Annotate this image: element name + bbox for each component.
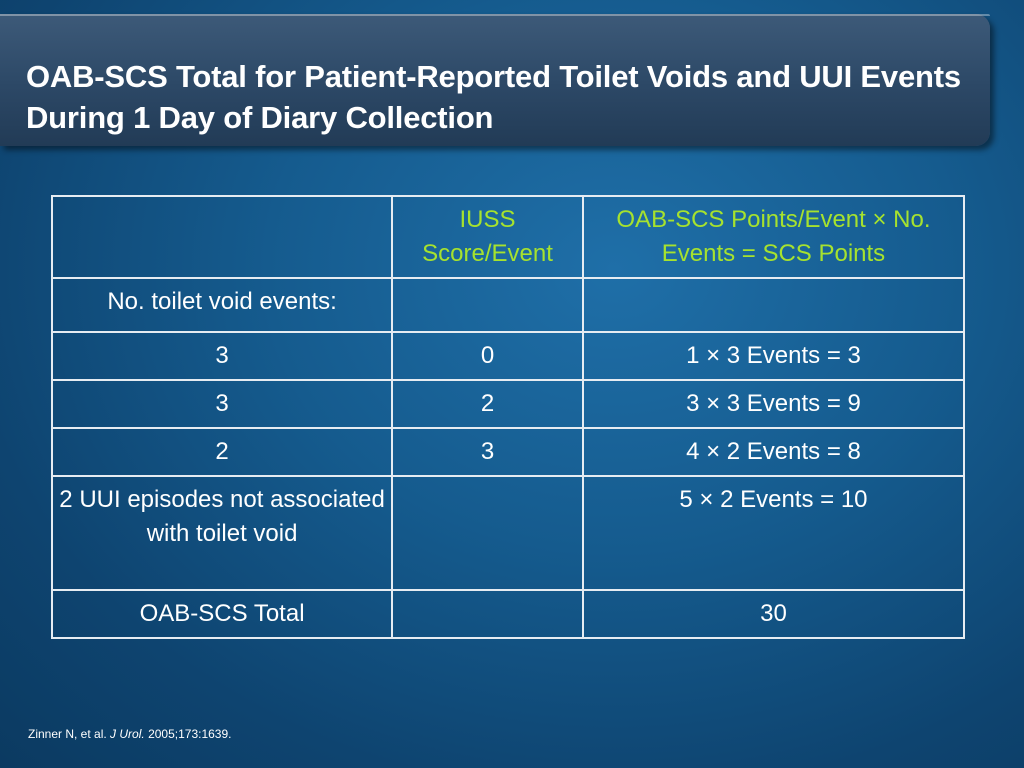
total-value: 30: [581, 589, 966, 639]
table-row: 3 0 1 × 3 Events = 3: [50, 331, 966, 381]
uui-row: 2 UUI episodes not associated with toile…: [50, 475, 966, 591]
citation-journal: J Urol.: [110, 727, 145, 741]
cell-iuss: 3: [391, 427, 584, 477]
cell-points: 1 × 3 Events = 3: [581, 331, 966, 381]
citation-ref: 2005;173:1639.: [148, 727, 232, 741]
cell-points: 4 × 2 Events = 8: [581, 427, 966, 477]
table-header-row: IUSS Score/Event OAB-SCS Points/Event × …: [50, 195, 966, 279]
empty-cell: [581, 277, 966, 333]
cell-events: 2: [50, 427, 394, 477]
slide-title: OAB-SCS Total for Patient-Reported Toile…: [26, 59, 961, 135]
scoring-table: IUSS Score/Event OAB-SCS Points/Event × …: [50, 195, 966, 639]
uui-points: 5 × 2 Events = 10: [581, 475, 966, 591]
header-iuss-score: IUSS Score/Event: [391, 195, 584, 279]
section-label-toilet-void: No. toilet void events:: [50, 277, 394, 333]
header-oab-scs-points: OAB-SCS Points/Event × No. Events = SCS …: [581, 195, 966, 279]
title-bar: OAB-SCS Total for Patient-Reported Toile…: [0, 14, 990, 146]
citation-authors: Zinner N, et al.: [28, 727, 107, 741]
citation: Zinner N, et al. J Urol. 2005;173:1639.: [28, 727, 231, 741]
header-empty-cell: [50, 195, 394, 279]
empty-cell: [391, 277, 584, 333]
total-iuss: [391, 589, 584, 639]
uui-label: 2 UUI episodes not associated with toile…: [50, 475, 394, 591]
table-row: 3 2 3 × 3 Events = 9: [50, 379, 966, 429]
cell-events: 3: [50, 379, 394, 429]
cell-iuss: 2: [391, 379, 584, 429]
uui-iuss: [391, 475, 584, 591]
total-row: OAB-SCS Total 30: [50, 589, 966, 639]
section-row-toilet-void: No. toilet void events:: [50, 277, 966, 333]
total-label: OAB-SCS Total: [50, 589, 394, 639]
cell-events: 3: [50, 331, 394, 381]
cell-points: 3 × 3 Events = 9: [581, 379, 966, 429]
cell-iuss: 0: [391, 331, 584, 381]
table-row: 2 3 4 × 2 Events = 8: [50, 427, 966, 477]
